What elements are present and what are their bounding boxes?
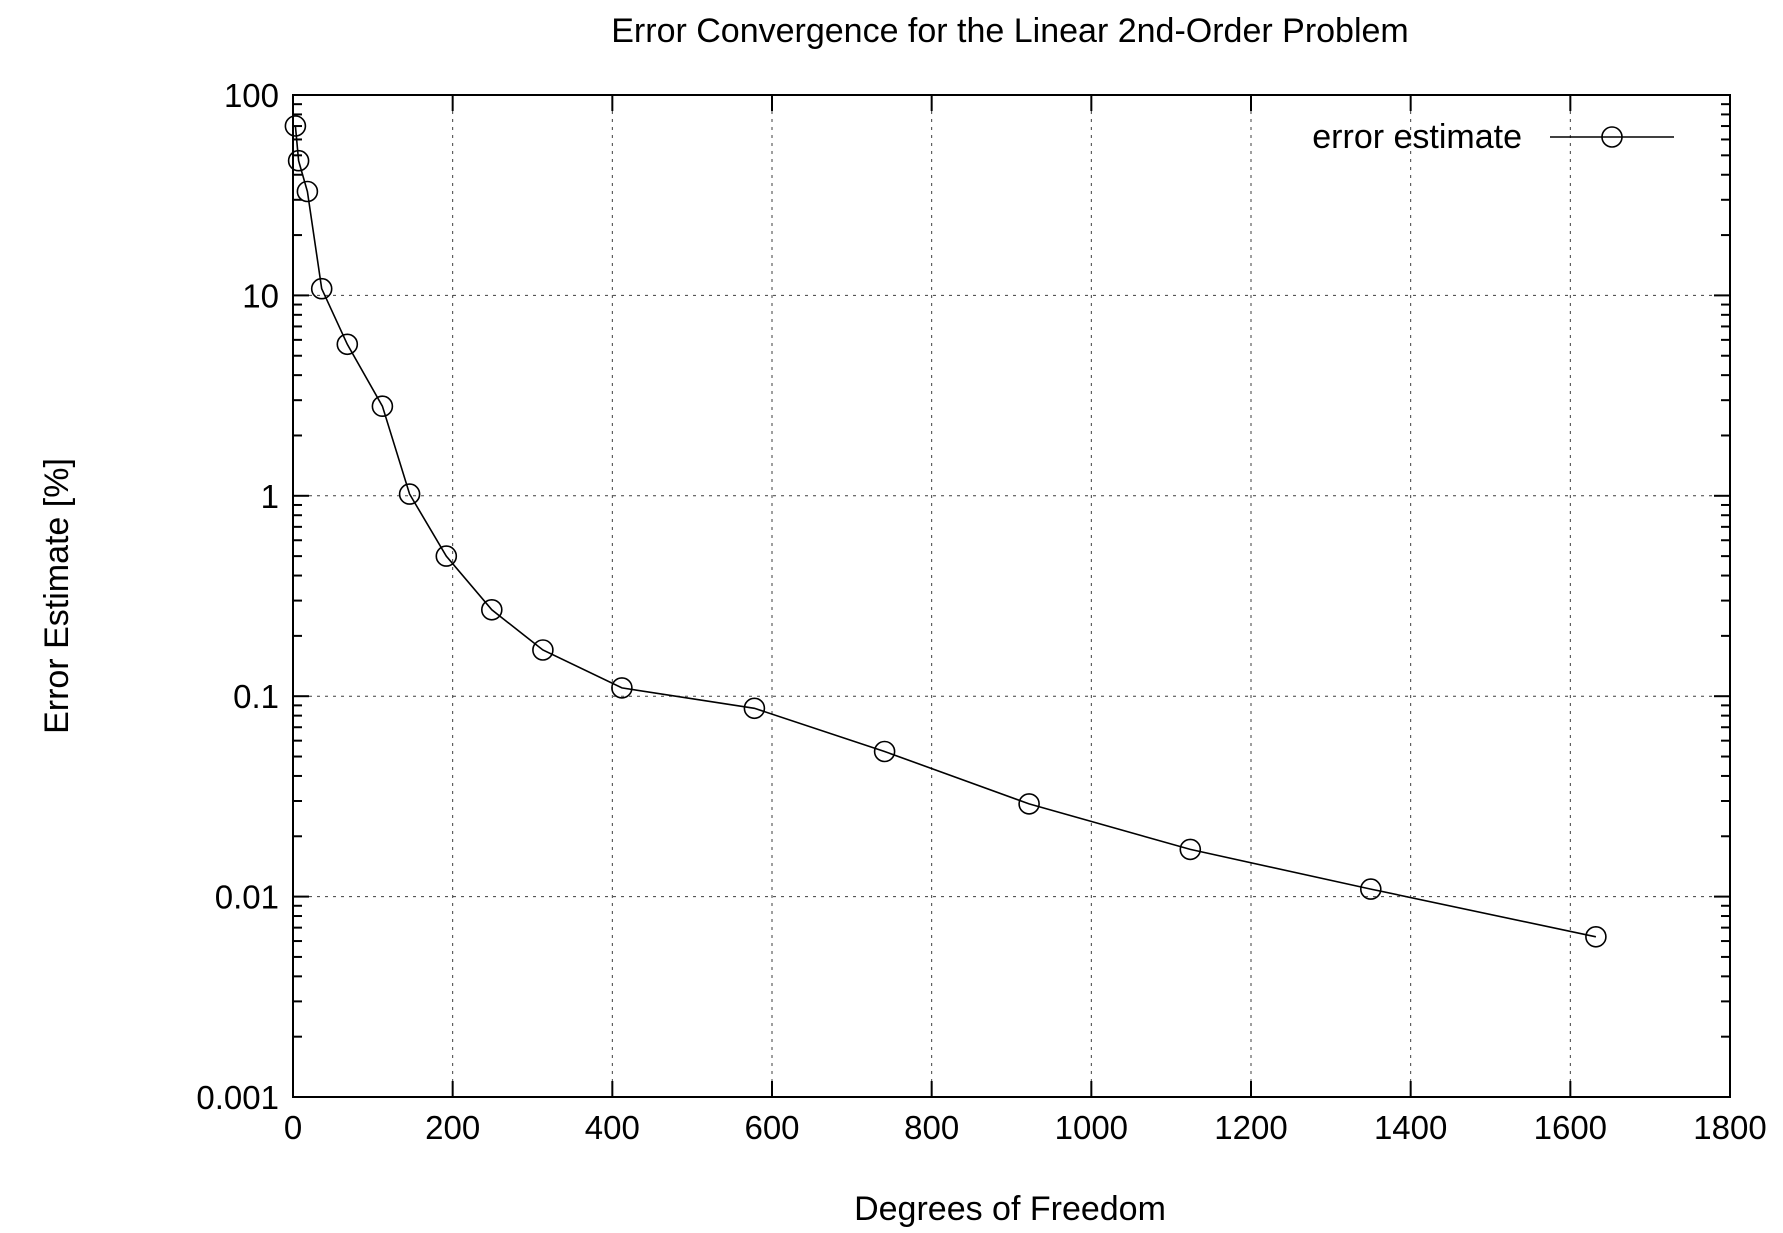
chart-title: Error Convergence for the Linear 2nd-Ord…	[611, 12, 1409, 50]
y-tick-label: 0.1	[233, 678, 279, 715]
data-point	[1585, 925, 1607, 948]
y-axis-label: Error Estimate [%]	[38, 458, 76, 734]
data-point	[336, 333, 359, 356]
y-tick-label: 0.01	[215, 879, 279, 916]
x-tick-label: 600	[744, 1109, 799, 1146]
y-tick-label: 10	[242, 277, 279, 314]
series-line	[294, 125, 1597, 938]
legend: error estimate	[1312, 118, 1674, 156]
data-point	[1360, 878, 1382, 900]
x-tick-label: 200	[425, 1109, 480, 1146]
y-tick-label: 0.001	[196, 1079, 279, 1116]
x-tick-label: 1400	[1374, 1109, 1447, 1146]
x-axis-label: Degrees of Freedom	[854, 1190, 1166, 1228]
y-tick-label: 1	[261, 478, 279, 515]
data-point	[398, 483, 421, 505]
x-tick-label: 400	[585, 1109, 640, 1146]
data-point	[873, 740, 896, 763]
x-tick-label: 800	[904, 1109, 959, 1146]
data-point	[611, 677, 633, 699]
x-tick-labels: 0 200 400 600 800 1000 1200 1400 1600 1800	[284, 1109, 1767, 1146]
x-tick-label: 1200	[1214, 1109, 1287, 1146]
legend-label: error estimate	[1312, 118, 1522, 156]
data-point	[743, 697, 766, 720]
data-point	[287, 149, 310, 172]
x-tick-label: 1600	[1534, 1109, 1607, 1146]
legend-marker	[1601, 126, 1623, 148]
grid	[293, 95, 1730, 1097]
data-point	[435, 545, 458, 567]
data-point	[480, 598, 503, 621]
y-tick-labels: 0.001 0.01 0.1 1 10 100	[196, 77, 279, 1116]
y-tick-label: 100	[224, 77, 279, 114]
x-tick-label: 0	[284, 1109, 302, 1146]
x-tick-label: 1000	[1055, 1109, 1128, 1146]
data-point	[1018, 793, 1040, 815]
plot-frame	[292, 94, 1731, 1098]
data-point	[284, 115, 307, 137]
data-point	[310, 277, 333, 300]
data-point	[296, 180, 319, 203]
data-point	[1179, 838, 1202, 861]
series-error-estimate	[284, 115, 1607, 948]
data-point	[532, 639, 554, 661]
x-tick-label: 1800	[1693, 1109, 1766, 1146]
data-point	[371, 395, 394, 418]
